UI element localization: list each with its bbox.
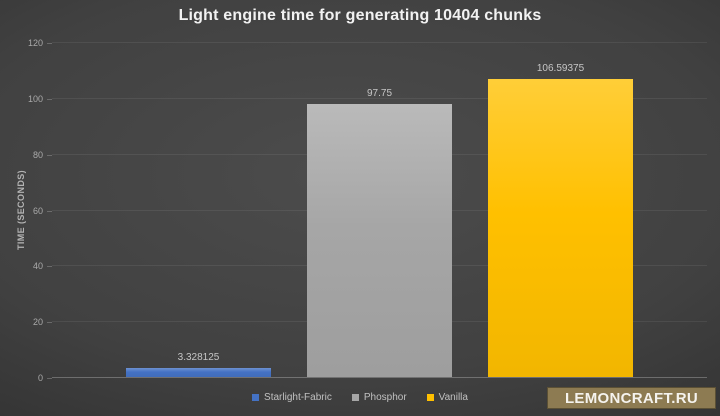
legend-label: Starlight-Fabric	[264, 392, 332, 403]
y-tick-label: 60	[32, 205, 43, 216]
y-tick-label: 20	[32, 317, 43, 328]
y-tick-mark	[47, 210, 52, 212]
legend-label: Phosphor	[363, 392, 407, 403]
legend-item-vanilla: Vanilla	[426, 392, 468, 403]
legend-swatch-icon	[426, 394, 434, 401]
y-tick-mark	[47, 322, 52, 324]
gridline-120	[52, 42, 707, 43]
y-tick-mark	[47, 43, 52, 44]
legend: Starlight-Fabric Phosphor Vanilla	[0, 392, 720, 403]
bar-series: 3.328125 97.75 106.59375	[52, 42, 707, 377]
y-tick-label: 120	[27, 38, 43, 48]
legend-swatch-icon	[252, 394, 260, 401]
y-tick-mark	[47, 98, 52, 100]
chart-title: Light engine time for generating 10404 c…	[178, 7, 542, 24]
y-tick-mark	[47, 378, 52, 379]
y-tick-mark	[47, 154, 52, 156]
y-axis-ticks: 0 20 40 60 80 100 120	[0, 38, 52, 383]
bar-value-label: 106.59375	[536, 63, 585, 75]
legend-label: Vanilla	[438, 392, 468, 403]
bar-group-starlight-fabric: 3.328125	[126, 42, 271, 377]
legend-swatch-icon	[351, 394, 359, 401]
bar-value-label: 97.75	[366, 88, 393, 100]
watermark-badge: LEMONCRAFT.RU	[547, 387, 716, 409]
bar-group-phosphor: 97.75	[307, 42, 452, 377]
plot-area: 3.328125 97.75 106.59375	[52, 42, 707, 378]
legend-item-phosphor: Phosphor	[351, 392, 407, 403]
y-tick-label: 40	[32, 261, 43, 272]
bar-vanilla	[488, 79, 633, 377]
bar-starlight-fabric	[126, 367, 271, 377]
bar-group-vanilla: 106.59375	[488, 42, 633, 377]
y-tick-mark	[47, 266, 52, 268]
legend-item-starlight-fabric: Starlight-Fabric	[252, 392, 332, 403]
y-tick-label: 80	[32, 149, 43, 160]
x-axis-line	[52, 377, 707, 378]
gridline-100	[52, 97, 707, 99]
y-tick-label: 100	[27, 93, 43, 104]
y-tick-label: 0	[37, 373, 43, 383]
bar-value-label: 3.328125	[177, 351, 220, 363]
bar-phosphor	[307, 104, 452, 377]
